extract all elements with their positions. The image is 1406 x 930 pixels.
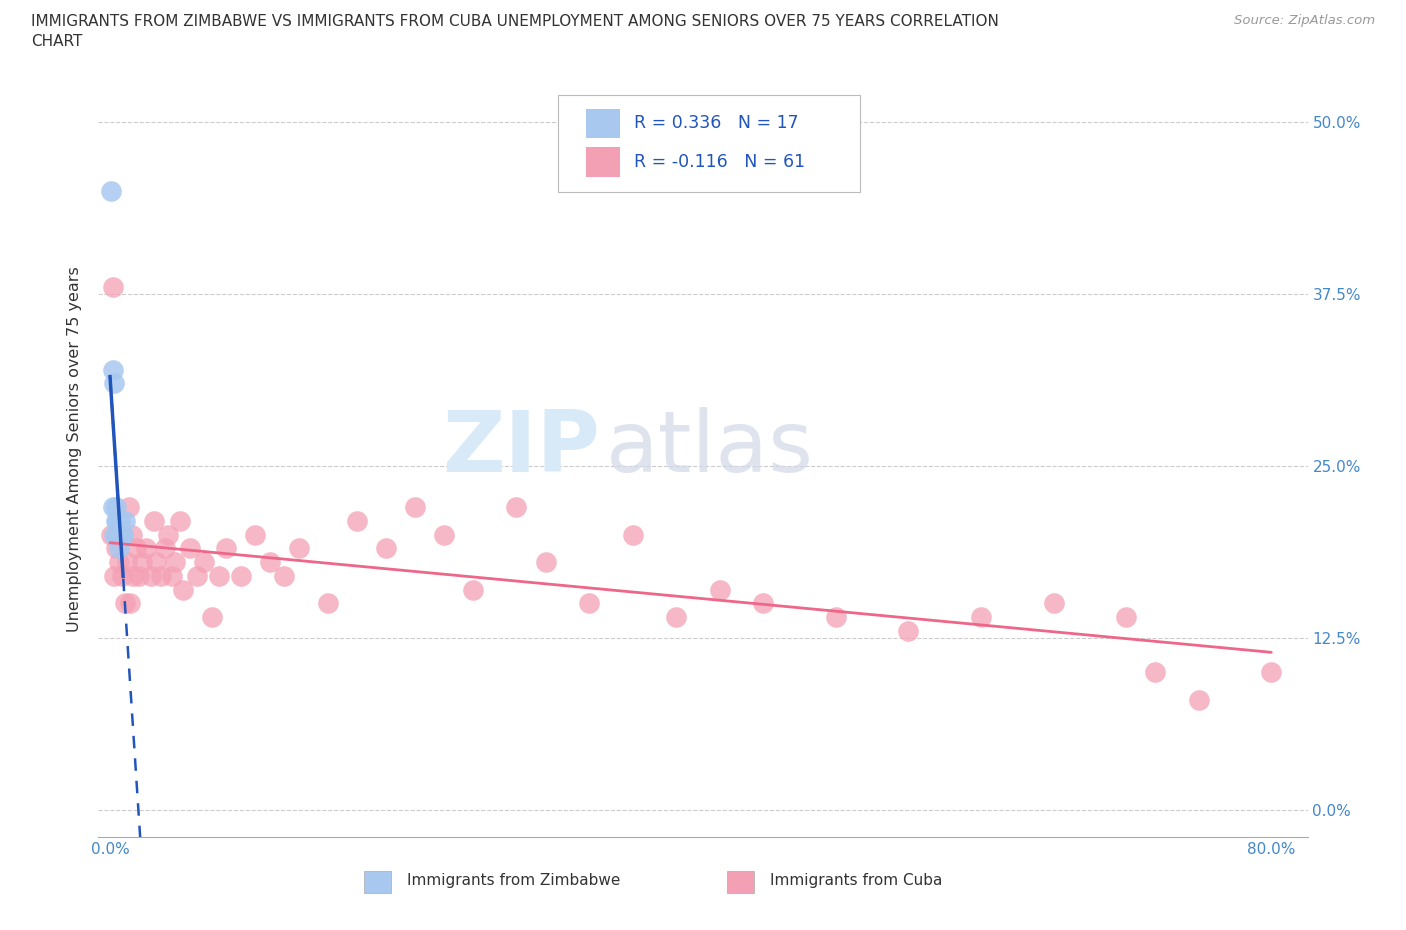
Y-axis label: Unemployment Among Seniors over 75 years: Unemployment Among Seniors over 75 years — [67, 266, 83, 631]
Point — [145, 554, 167, 569]
Text: Immigrants from Zimbabwe: Immigrants from Zimbabwe — [406, 873, 620, 888]
Bar — [586, 148, 620, 177]
Point — [114, 513, 136, 528]
Point — [752, 596, 775, 611]
Point — [103, 527, 125, 542]
Text: IMMIGRANTS FROM ZIMBABWE VS IMMIGRANTS FROM CUBA UNEMPLOYMENT AMONG SENIORS OVER: IMMIGRANTS FROM ZIMBABWE VS IMMIGRANTS F… — [31, 14, 998, 29]
Point — [245, 527, 267, 542]
Point — [208, 568, 231, 583]
Point — [135, 541, 157, 556]
Point — [103, 376, 125, 391]
Bar — [727, 871, 754, 893]
Point — [578, 596, 600, 611]
Point — [104, 513, 127, 528]
Point — [201, 610, 224, 625]
Point — [128, 568, 150, 583]
Point — [105, 513, 128, 528]
Point — [709, 582, 731, 597]
Point — [105, 527, 128, 542]
Point — [193, 554, 215, 569]
Point — [104, 499, 127, 514]
Point — [346, 513, 368, 528]
Point — [1260, 665, 1282, 680]
Point — [172, 582, 194, 597]
Point — [404, 499, 426, 514]
Point — [149, 568, 172, 583]
Point — [621, 527, 644, 542]
Point — [169, 513, 191, 528]
Point — [433, 527, 456, 542]
Text: R = -0.116   N = 61: R = -0.116 N = 61 — [634, 153, 806, 171]
Text: Immigrants from Cuba: Immigrants from Cuba — [769, 873, 942, 888]
Point — [970, 610, 993, 625]
Point — [100, 527, 122, 542]
Text: R = 0.336   N = 17: R = 0.336 N = 17 — [634, 114, 799, 132]
Point — [139, 568, 162, 583]
FancyBboxPatch shape — [558, 96, 860, 193]
Point — [103, 568, 125, 583]
Point — [824, 610, 846, 625]
Point — [107, 527, 129, 542]
Point — [105, 527, 128, 542]
Point — [100, 183, 122, 198]
Bar — [364, 871, 391, 893]
Point — [229, 568, 252, 583]
Point — [897, 623, 920, 638]
Point — [505, 499, 527, 514]
Point — [179, 541, 201, 556]
Point — [104, 541, 127, 556]
Point — [665, 610, 688, 625]
Point — [1188, 692, 1211, 707]
Point — [118, 499, 141, 514]
Point — [101, 363, 124, 378]
Point — [162, 568, 184, 583]
Point — [1144, 665, 1167, 680]
Point — [108, 513, 131, 528]
Point — [117, 554, 139, 569]
Point — [121, 527, 143, 542]
Text: Source: ZipAtlas.com: Source: ZipAtlas.com — [1234, 14, 1375, 27]
Point — [1042, 596, 1064, 611]
Text: atlas: atlas — [606, 407, 814, 490]
Point — [101, 499, 124, 514]
Bar — [586, 109, 620, 139]
Point — [105, 527, 128, 542]
Point — [111, 568, 134, 583]
Point — [120, 596, 142, 611]
Point — [125, 541, 148, 556]
Point — [534, 554, 557, 569]
Point — [108, 527, 131, 542]
Point — [157, 527, 180, 542]
Point — [1115, 610, 1137, 625]
Point — [131, 554, 153, 569]
Point — [142, 513, 165, 528]
Point — [112, 527, 135, 542]
Point — [107, 554, 129, 569]
Point — [259, 554, 281, 569]
Point — [316, 596, 339, 611]
Point — [165, 554, 187, 569]
Point — [111, 527, 134, 542]
Point — [374, 541, 396, 556]
Point — [287, 541, 309, 556]
Point — [273, 568, 295, 583]
Text: CHART: CHART — [31, 34, 83, 49]
Point — [122, 568, 145, 583]
Point — [107, 541, 129, 556]
Point — [153, 541, 176, 556]
Point — [114, 596, 136, 611]
Point — [101, 280, 124, 295]
Point — [108, 527, 131, 542]
Point — [461, 582, 484, 597]
Text: ZIP: ZIP — [443, 407, 600, 490]
Point — [186, 568, 208, 583]
Point — [112, 527, 135, 542]
Point — [215, 541, 238, 556]
